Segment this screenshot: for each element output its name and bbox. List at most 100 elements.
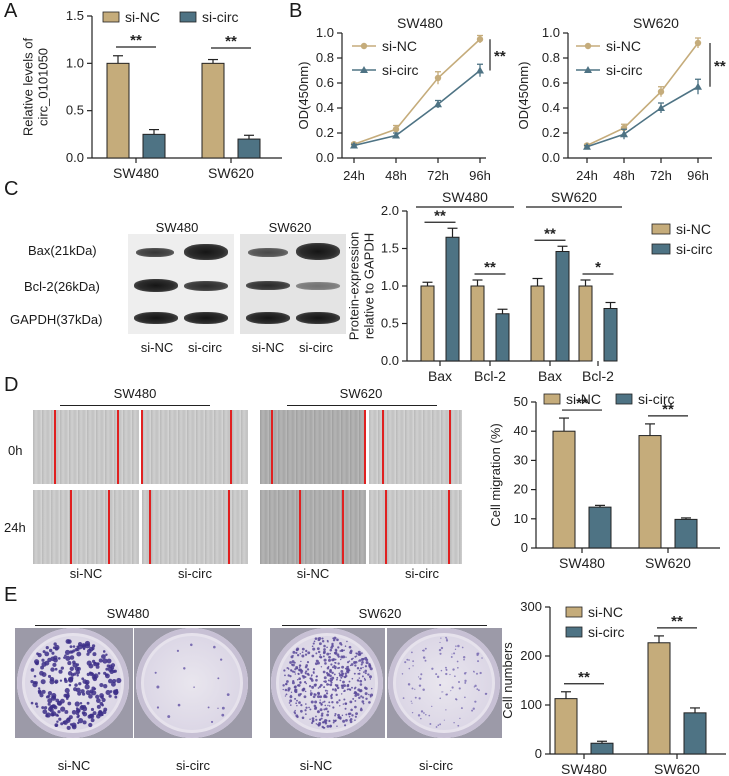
colony [412, 660, 415, 663]
chart-D-bar-sicirc [674, 518, 698, 549]
colony [344, 672, 348, 675]
colony [364, 692, 368, 696]
colony [292, 679, 295, 683]
colony [45, 712, 51, 718]
chart-E-bar-sinc [554, 698, 578, 755]
colony [327, 658, 332, 662]
colony [96, 662, 100, 666]
wound-lane-2: si-circ [178, 566, 212, 581]
colony [329, 674, 332, 678]
colony [474, 700, 477, 703]
colony [323, 695, 327, 699]
colony [292, 650, 296, 654]
colony [440, 646, 444, 650]
colony [71, 709, 77, 715]
colony [336, 701, 339, 704]
panel-letter-e: E [4, 584, 18, 606]
chart-B2-y-tick-label: 0.4 [542, 100, 560, 115]
colony [346, 684, 350, 688]
panel-letter-d: D [4, 374, 19, 396]
colony [95, 694, 100, 699]
colony [425, 714, 427, 716]
colony [96, 698, 101, 704]
colony [417, 714, 421, 717]
colony [334, 658, 337, 661]
colony [333, 665, 337, 669]
chart-B2-point-sicirc [620, 130, 628, 138]
wound-edge-line [299, 490, 301, 564]
colony [367, 673, 370, 676]
colony [105, 673, 110, 679]
colony [455, 645, 457, 647]
colony [82, 720, 87, 725]
colony [91, 672, 94, 676]
chart-D-significance-label: ** [576, 395, 588, 412]
colony [326, 710, 330, 713]
colony [334, 688, 337, 690]
colony [50, 667, 55, 672]
colony [334, 661, 336, 664]
colony [69, 666, 74, 671]
colony [333, 651, 336, 654]
chart-C-bar-sicirc [603, 308, 618, 362]
colony [461, 646, 464, 649]
colony [365, 697, 368, 701]
colony [453, 652, 456, 655]
colony [307, 651, 311, 655]
colony [414, 688, 416, 690]
colony [328, 701, 331, 704]
colony [76, 645, 79, 648]
chart-d-cell-migration: 0 10 20 30 40 50 Cell migration (%) SW480 ** SW62… [488, 391, 720, 571]
colony [336, 686, 340, 690]
colony [329, 724, 332, 728]
colony [404, 661, 407, 664]
colony [330, 663, 333, 666]
colony [463, 658, 465, 661]
colony [86, 660, 92, 666]
colony [340, 676, 343, 679]
colony [349, 688, 352, 691]
colony [424, 647, 427, 650]
chart-B2-y-tick-label: 1.0 [542, 25, 560, 40]
colony [424, 659, 427, 662]
chart-E-y-tick-label: 100 [520, 697, 542, 712]
colony [59, 679, 63, 682]
colony [368, 701, 371, 704]
chart-C-bar-sinc [530, 285, 545, 362]
colony [296, 715, 299, 719]
colony [338, 672, 341, 675]
colony [341, 665, 345, 669]
band-bax-sw480-sicirc [184, 244, 228, 260]
colony [48, 707, 53, 712]
colony [476, 672, 478, 675]
chart-B2-series-sicirc [586, 86, 699, 148]
chart-D-y-axis-label: Cell migration (%) [488, 423, 503, 526]
colony [445, 668, 448, 671]
colony [354, 660, 358, 664]
colony [348, 669, 351, 672]
colony [298, 677, 301, 681]
colony [359, 708, 363, 712]
colony [356, 652, 359, 655]
colony [156, 685, 160, 689]
colony [363, 677, 366, 680]
colony [351, 714, 354, 717]
colony [287, 668, 290, 670]
colony [296, 679, 299, 681]
colony [339, 642, 342, 645]
colony [47, 698, 53, 704]
colony [91, 713, 94, 716]
colony [319, 655, 323, 659]
colony [100, 695, 104, 700]
colony [321, 640, 325, 643]
colony [291, 663, 295, 667]
colony [365, 687, 368, 690]
colony [410, 700, 412, 702]
colony [320, 714, 323, 717]
colony [336, 684, 339, 686]
wound-edge-line [449, 410, 451, 484]
colony [72, 662, 78, 668]
colony [350, 663, 354, 666]
colony [53, 705, 58, 710]
colony [359, 683, 363, 686]
